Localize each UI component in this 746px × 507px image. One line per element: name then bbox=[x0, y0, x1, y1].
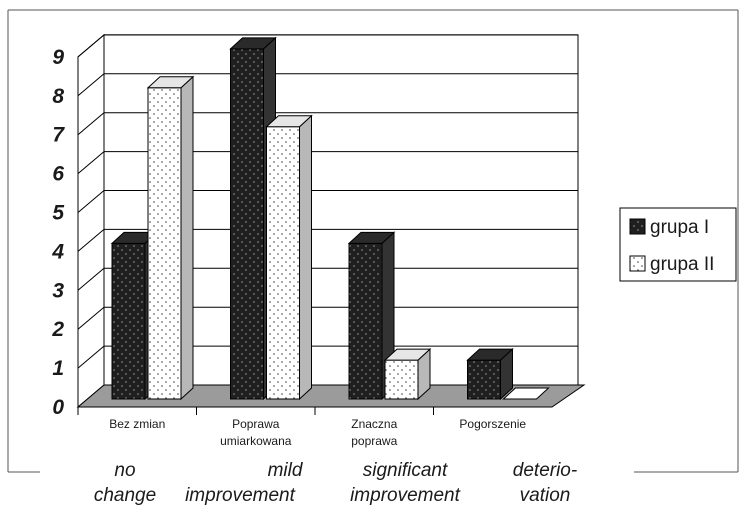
x-category-label: poprawa bbox=[351, 434, 397, 448]
legend-label-grupa-i: grupa I bbox=[650, 217, 709, 238]
y-tick-label: 4 bbox=[51, 240, 64, 263]
legend-label-grupa-ii: grupa II bbox=[650, 254, 714, 275]
y-tick-label: 6 bbox=[52, 163, 64, 186]
translation-label: vation bbox=[520, 485, 571, 506]
gridline bbox=[77, 151, 578, 174]
gridline bbox=[77, 267, 578, 291]
legend: grupa I grupa II bbox=[619, 207, 737, 282]
bar bbox=[502, 387, 550, 400]
floor bbox=[76, 384, 586, 408]
translation-label: improvement bbox=[350, 485, 461, 506]
gridline bbox=[77, 34, 578, 58]
gridline bbox=[77, 345, 578, 369]
bars bbox=[110, 36, 550, 401]
gridline bbox=[77, 306, 578, 330]
bar bbox=[466, 347, 514, 401]
gridline bbox=[77, 190, 578, 213]
plot-floor bbox=[76, 384, 586, 408]
gridlines bbox=[77, 34, 578, 369]
translation-label: improvement bbox=[185, 485, 296, 506]
y-tick-label: 3 bbox=[52, 279, 64, 302]
x-category-label: umiarkowana bbox=[220, 434, 292, 448]
translation-labels: no change mild improvement significant improv… bbox=[94, 460, 577, 506]
y-tick-label: 7 bbox=[52, 124, 65, 147]
y-tick-label: 5 bbox=[52, 202, 64, 225]
legend-swatch-grupa-ii bbox=[629, 255, 646, 272]
x-category-label: Pogorszenie bbox=[459, 417, 526, 431]
bar bbox=[383, 347, 432, 401]
y-tick-label: 9 bbox=[52, 46, 64, 69]
y-tick-label: 8 bbox=[52, 85, 64, 108]
translation-label: deterio- bbox=[513, 460, 577, 481]
x-category-label: Znaczna bbox=[351, 417, 397, 431]
bar bbox=[146, 75, 195, 401]
y-tick-label: 2 bbox=[51, 318, 64, 341]
gridline bbox=[77, 228, 578, 252]
x-category-label: Poprawa bbox=[232, 417, 280, 431]
gridline bbox=[77, 73, 578, 97]
x-axis-categories: Bez zmian Poprawa umiarkowana Znaczna popraw… bbox=[77, 407, 526, 448]
x-category-label: Bez zmian bbox=[109, 417, 165, 431]
translation-label: mild bbox=[268, 460, 304, 481]
gridline bbox=[77, 112, 578, 136]
translation-label: change bbox=[94, 485, 156, 506]
y-tick-label: 0 bbox=[52, 396, 64, 419]
bar bbox=[265, 114, 313, 401]
translation-label: no bbox=[114, 460, 135, 481]
legend-swatch-grupa-i bbox=[629, 218, 646, 235]
y-axis-ticks: 0 1 2 3 4 5 6 7 8 9 bbox=[51, 46, 65, 419]
left-wall bbox=[77, 33, 105, 409]
y-tick-label: 1 bbox=[52, 357, 64, 380]
translation-label: significant bbox=[363, 460, 448, 481]
